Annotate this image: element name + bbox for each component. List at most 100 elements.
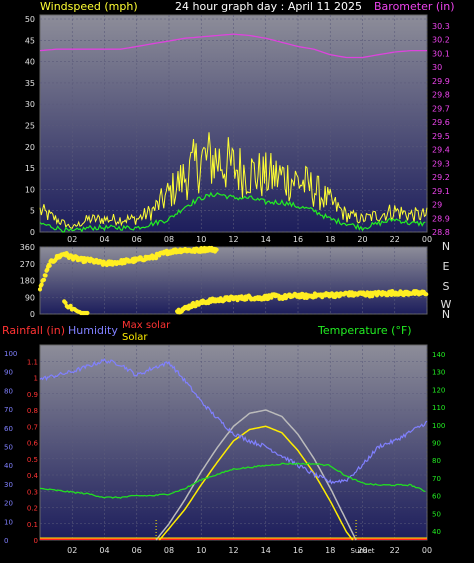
legend-temperature: Temperature (°F) bbox=[317, 324, 412, 337]
x-tick-label: 08 bbox=[164, 235, 174, 244]
series-line-wind-gust bbox=[39, 132, 428, 229]
y-tick-label-humidity: 50 bbox=[4, 444, 13, 452]
compass-label: S bbox=[443, 280, 450, 293]
sunset-annotation: Sunset bbox=[350, 547, 374, 555]
direction-point bbox=[43, 273, 48, 278]
climate-plot-grid bbox=[40, 345, 428, 541]
y-tick-label-rainfall: 0.4 bbox=[27, 472, 39, 480]
y-tick-label-windspeed: 25 bbox=[25, 122, 35, 131]
y-tick-label-humidity: 10 bbox=[4, 518, 13, 526]
barometer-axis-title: Barometer (in) bbox=[374, 0, 455, 13]
direction-point bbox=[214, 247, 219, 252]
y-tick-label-humidity: 70 bbox=[4, 406, 13, 414]
wind-plot-axes: 0 5 10 15 20 25 30 35 40 45 50 28.8 28.9 29 29.1 29.2 29… bbox=[25, 15, 450, 244]
series-line-max-solar bbox=[155, 409, 357, 541]
y-tick-label-windspeed: 30 bbox=[25, 100, 35, 109]
x-tick-label: 20 bbox=[357, 546, 367, 555]
y-tick-label-windspeed: 10 bbox=[25, 185, 35, 194]
direction-point bbox=[68, 303, 73, 308]
y-tick-label-barometer: 29.7 bbox=[432, 104, 450, 113]
x-tick-label: 06 bbox=[132, 546, 142, 555]
series-line-humidity bbox=[39, 358, 428, 485]
x-tick-label: 08 bbox=[164, 546, 174, 555]
y-tick-label-temperature: 110 bbox=[432, 404, 445, 412]
y-tick-label-rainfall: 0.2 bbox=[27, 505, 38, 513]
y-tick-label-barometer: 28.8 bbox=[432, 228, 450, 237]
x-tick-label: 06 bbox=[132, 235, 142, 244]
series-line-barometer bbox=[39, 33, 427, 59]
windspeed-axis-title: Windspeed (mph) bbox=[40, 0, 138, 13]
y-tick-label-windspeed: 35 bbox=[25, 79, 35, 88]
direction-point bbox=[85, 310, 90, 316]
x-tick-label: 04 bbox=[99, 235, 109, 244]
y-tick-label-windspeed: 20 bbox=[25, 143, 35, 152]
y-tick-label-barometer: 29.3 bbox=[432, 159, 450, 168]
compass-label: E bbox=[443, 260, 450, 273]
series-line-solar bbox=[158, 425, 354, 541]
y-tick-label-barometer: 29.4 bbox=[432, 146, 450, 155]
y-tick-label-rainfall: 0.7 bbox=[27, 423, 38, 431]
x-tick-label: 00 bbox=[422, 546, 432, 555]
y-tick-label-humidity: 30 bbox=[4, 481, 13, 489]
y-tick-label-humidity: 40 bbox=[4, 462, 13, 470]
x-tick-label: 22 bbox=[390, 235, 400, 244]
y-tick-label-windspeed: 50 bbox=[25, 15, 35, 24]
legend-solar: Solar bbox=[122, 332, 148, 343]
y-tick-label-windspeed: 15 bbox=[25, 164, 35, 173]
y-tick-label-rainfall: 0.1 bbox=[27, 521, 38, 529]
x-tick-label: 02 bbox=[67, 546, 77, 555]
series-line-wind-average bbox=[39, 191, 426, 233]
y-tick-label-barometer: 28.9 bbox=[432, 214, 450, 223]
y-tick-label-direction: 90 bbox=[25, 293, 35, 302]
y-tick-label-barometer: 29.1 bbox=[432, 187, 450, 196]
compass-label: N bbox=[442, 308, 450, 321]
y-tick-label-windspeed: 5 bbox=[30, 207, 35, 216]
y-tick-label-rainfall: 0.8 bbox=[27, 407, 38, 415]
y-tick-label-temperature: 70 bbox=[432, 475, 441, 483]
chart-title: 24 hour graph day : April 11 2025 bbox=[175, 0, 362, 13]
y-tick-label-rainfall: 0.5 bbox=[27, 456, 38, 464]
direction-point bbox=[47, 263, 52, 268]
x-tick-label: 10 bbox=[196, 235, 206, 244]
y-tick-label-rainfall: 0.6 bbox=[27, 440, 39, 448]
x-tick-label: 12 bbox=[228, 235, 238, 244]
legend-max-solar: Max solar bbox=[122, 320, 171, 331]
x-tick-label: 18 bbox=[325, 235, 335, 244]
direction-point bbox=[63, 300, 68, 305]
wind-plot-series bbox=[39, 33, 428, 233]
y-tick-label-barometer: 30.3 bbox=[432, 22, 450, 31]
wind-plot-grid bbox=[40, 15, 428, 233]
y-tick-label-direction: 180 bbox=[20, 277, 35, 286]
direction-point bbox=[424, 292, 429, 297]
legend-rainfall: Rainfall (in) bbox=[2, 324, 65, 337]
y-tick-label-rainfall: 1 bbox=[34, 375, 38, 383]
y-tick-label-barometer: 29.6 bbox=[432, 118, 450, 127]
y-tick-label-humidity: 100 bbox=[4, 350, 17, 358]
y-tick-label-windspeed: 45 bbox=[25, 36, 35, 45]
x-tick-label: 14 bbox=[261, 235, 271, 244]
y-tick-label-temperature: 140 bbox=[432, 351, 445, 359]
y-tick-label-direction: 360 bbox=[20, 243, 35, 252]
y-tick-label-temperature: 40 bbox=[432, 528, 441, 536]
y-tick-label-temperature: 80 bbox=[432, 457, 441, 465]
x-tick-label: 12 bbox=[228, 546, 238, 555]
y-tick-label-direction: 270 bbox=[20, 260, 35, 269]
direction-point bbox=[154, 256, 159, 261]
x-tick-label: 16 bbox=[293, 235, 303, 244]
x-tick-label: 10 bbox=[196, 546, 206, 555]
y-tick-label-barometer: 29.2 bbox=[432, 173, 450, 182]
direction-point bbox=[37, 287, 43, 292]
x-tick-label: 04 bbox=[99, 546, 109, 555]
y-tick-label-barometer: 29.9 bbox=[432, 77, 450, 86]
y-tick-label-humidity: 20 bbox=[4, 500, 13, 508]
y-tick-label-barometer: 29 bbox=[432, 201, 442, 210]
x-tick-label: 20 bbox=[357, 235, 367, 244]
y-tick-label-barometer: 30.1 bbox=[432, 49, 450, 58]
y-tick-label-rainfall: 0 bbox=[34, 537, 38, 545]
y-tick-label-temperature: 100 bbox=[432, 422, 445, 430]
x-tick-label: 14 bbox=[261, 546, 271, 555]
y-tick-label-temperature: 60 bbox=[432, 493, 441, 501]
y-tick-label-temperature: 50 bbox=[432, 510, 441, 518]
